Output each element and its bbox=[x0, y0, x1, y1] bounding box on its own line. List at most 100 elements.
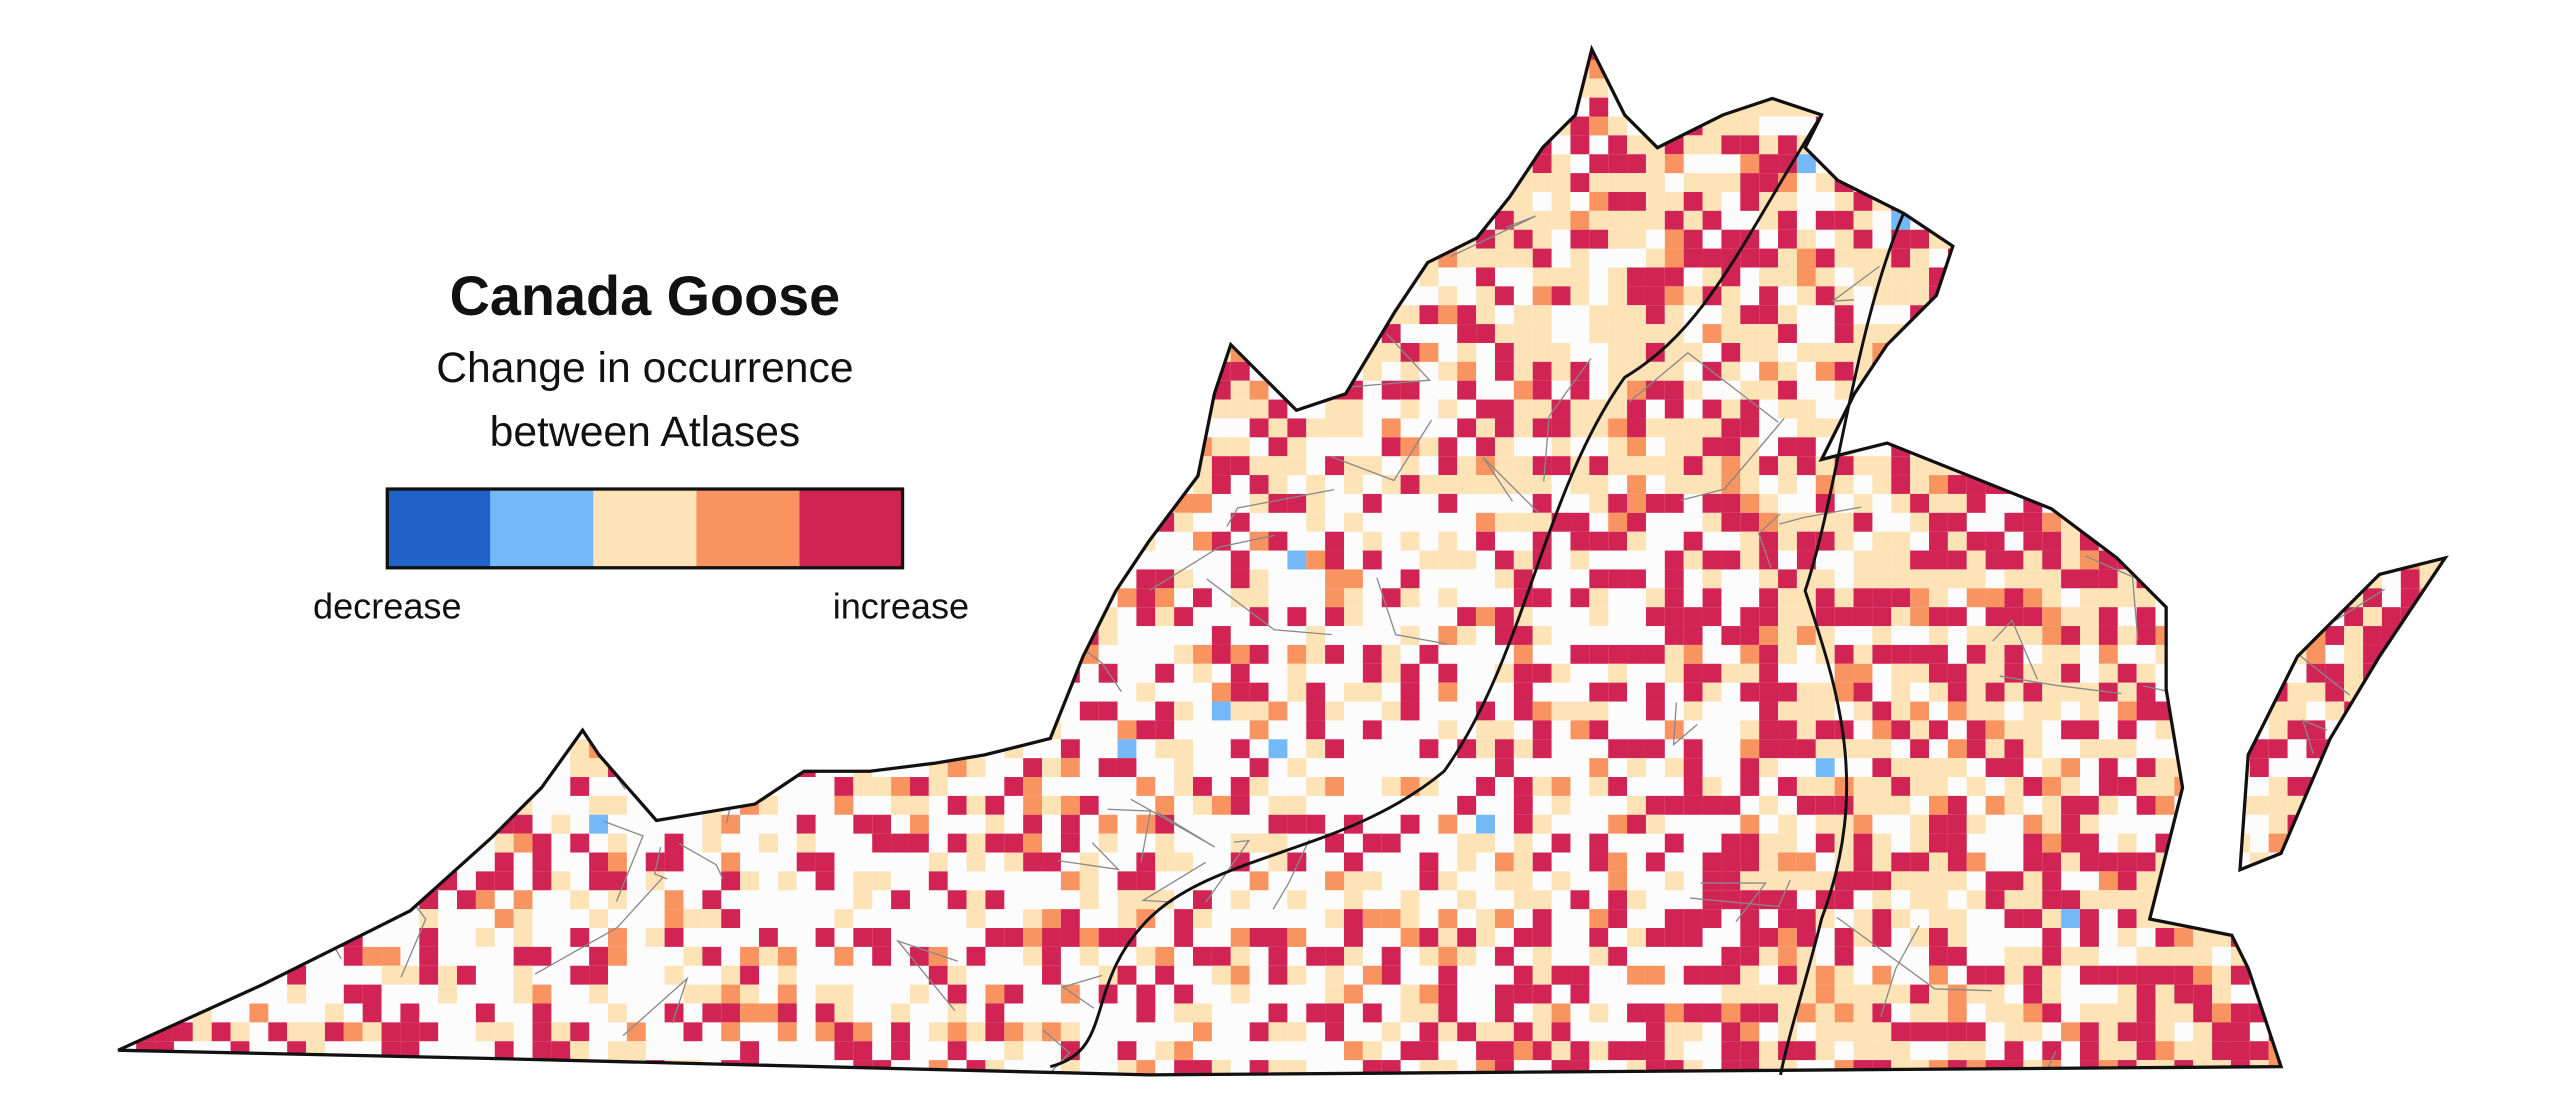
grid-cell bbox=[2438, 777, 2446, 796]
county-line bbox=[2085, 555, 2139, 641]
grid-cell bbox=[1947, 418, 1967, 438]
grid-cell bbox=[2080, 1022, 2099, 1042]
grid-cell bbox=[2212, 59, 2231, 79]
grid-cell bbox=[1683, 437, 1703, 457]
grid-cell bbox=[1457, 305, 1477, 325]
grid-cell bbox=[249, 173, 269, 192]
grid-cell bbox=[966, 342, 986, 362]
grid-cell bbox=[1947, 324, 1967, 343]
grid-cell bbox=[758, 946, 778, 966]
grid-cell bbox=[2268, 512, 2288, 532]
grid-cell bbox=[362, 701, 382, 721]
grid-cell bbox=[1778, 248, 1797, 268]
grid-cell bbox=[909, 984, 929, 1004]
grid-cell bbox=[1268, 324, 1288, 343]
grid-cell bbox=[343, 135, 363, 155]
grid-cell bbox=[1929, 852, 1948, 872]
grid-cell bbox=[966, 1022, 986, 1042]
grid-cell bbox=[758, 97, 778, 117]
grid-cell bbox=[1929, 192, 1948, 211]
grid-cell bbox=[1778, 871, 1797, 891]
grid-cell bbox=[853, 644, 873, 664]
grid-cell bbox=[1834, 342, 1854, 362]
grid-cell bbox=[1230, 361, 1250, 381]
grid-cell bbox=[985, 192, 1005, 211]
grid-cell bbox=[230, 361, 250, 381]
grid-cell bbox=[2061, 909, 2080, 928]
grid-cell bbox=[1476, 928, 1495, 947]
grid-cell bbox=[1306, 739, 1326, 759]
grid-cell bbox=[230, 59, 250, 79]
grid-cell bbox=[1117, 1060, 1137, 1075]
grid-cell bbox=[2419, 173, 2439, 192]
grid-cell bbox=[1211, 267, 1231, 287]
grid-cell bbox=[381, 437, 401, 457]
grid-cell bbox=[1438, 1060, 1458, 1075]
grid-cell bbox=[1400, 569, 1420, 589]
grid-cell bbox=[1645, 588, 1665, 608]
grid-cell bbox=[513, 210, 533, 230]
grid-cell bbox=[2117, 871, 2137, 891]
grid-cell bbox=[1287, 493, 1307, 513]
grid-cell bbox=[683, 777, 703, 796]
grid-cell bbox=[2457, 1079, 2476, 1098]
grid-cell bbox=[2344, 1079, 2363, 1098]
grid-cell bbox=[1155, 399, 1175, 419]
grid-cell bbox=[2042, 814, 2062, 834]
grid-cell bbox=[1023, 116, 1043, 136]
grid-cell bbox=[343, 305, 363, 325]
grid-cell bbox=[2457, 154, 2476, 173]
grid-cell bbox=[2268, 588, 2288, 608]
grid-cell bbox=[2080, 305, 2099, 325]
grid-cell bbox=[2174, 833, 2194, 853]
grid-cell bbox=[2381, 607, 2401, 627]
grid-cell bbox=[306, 78, 325, 98]
grid-cell bbox=[2117, 324, 2137, 343]
grid-cell bbox=[1362, 1003, 1382, 1023]
county-line bbox=[1299, 131, 1373, 177]
region-boundary bbox=[1049, 114, 1823, 1069]
grid-cell bbox=[570, 154, 590, 174]
grid-cell bbox=[1344, 342, 1363, 362]
grid-cell bbox=[1193, 210, 1212, 230]
grid-cell bbox=[702, 890, 722, 910]
grid-cell bbox=[1249, 229, 1269, 249]
grid-cell bbox=[2193, 984, 2213, 1004]
grid-cell bbox=[1079, 380, 1099, 400]
grid-cell bbox=[1362, 965, 1382, 985]
grid-cell bbox=[1910, 192, 1930, 211]
grid-cell bbox=[664, 965, 684, 985]
grid-cell bbox=[1966, 192, 1986, 211]
grid-cell bbox=[2117, 154, 2137, 174]
grid-cell bbox=[2400, 946, 2420, 966]
grid-cell bbox=[2230, 475, 2250, 494]
grid-cell bbox=[815, 626, 835, 645]
grid-cell bbox=[1230, 833, 1250, 853]
grid-cell bbox=[2061, 569, 2080, 589]
grid-cell bbox=[2136, 852, 2156, 872]
grid-cell bbox=[2174, 1003, 2194, 1023]
grid-cell bbox=[1947, 928, 1967, 947]
grid-cell bbox=[1570, 116, 1590, 136]
grid-cell bbox=[268, 456, 288, 476]
grid-cell bbox=[287, 437, 307, 457]
grid-cell bbox=[1513, 305, 1533, 325]
grid-cell bbox=[1740, 59, 1760, 79]
grid-cell bbox=[2344, 248, 2364, 268]
grid-cell bbox=[494, 1041, 514, 1061]
grid-cell bbox=[1230, 644, 1250, 664]
grid-cell bbox=[2098, 210, 2118, 230]
grid-cell bbox=[740, 173, 759, 192]
grid-cell bbox=[2230, 607, 2250, 627]
grid-cell bbox=[2363, 795, 2382, 815]
grid-cell bbox=[1287, 1079, 1306, 1098]
grid-cell bbox=[1853, 984, 1873, 1004]
grid-cell bbox=[1287, 267, 1307, 287]
grid-cell bbox=[1004, 833, 1024, 853]
grid-cell bbox=[815, 1022, 835, 1042]
grid-cell bbox=[1060, 437, 1080, 457]
grid-cell bbox=[664, 795, 684, 815]
grid-cell bbox=[1608, 116, 1628, 136]
grid-cell bbox=[1853, 795, 1873, 815]
grid-cell bbox=[2042, 456, 2062, 476]
